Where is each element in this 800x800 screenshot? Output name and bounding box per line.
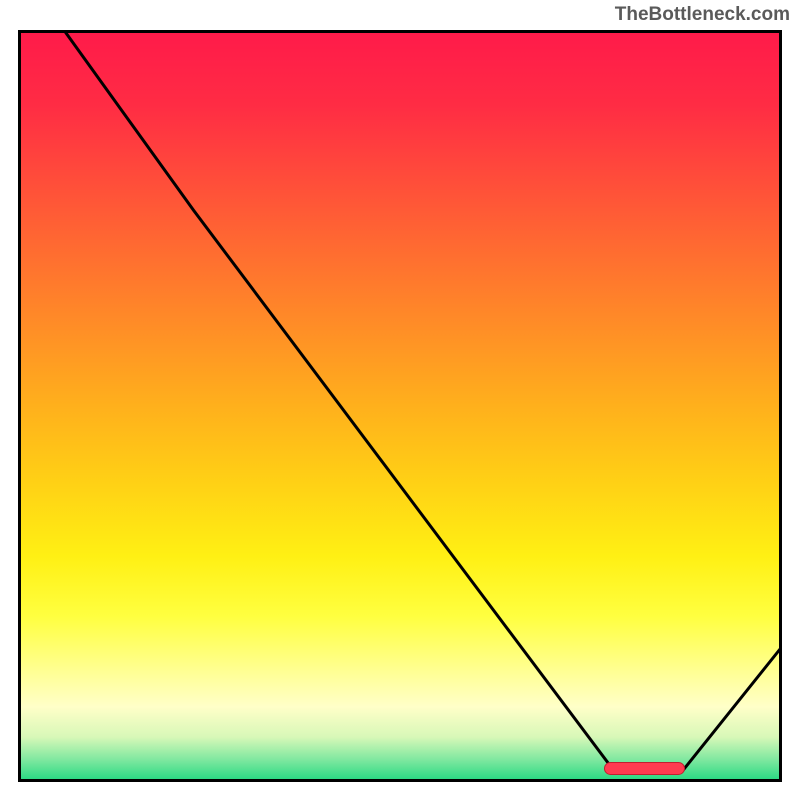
attribution-text: TheBottleneck.com [615,4,790,26]
bottleneck-chart [18,30,782,782]
optimal-marker [604,762,684,774]
chart-line-layer [18,30,782,782]
bottleneck-curve [64,30,782,771]
